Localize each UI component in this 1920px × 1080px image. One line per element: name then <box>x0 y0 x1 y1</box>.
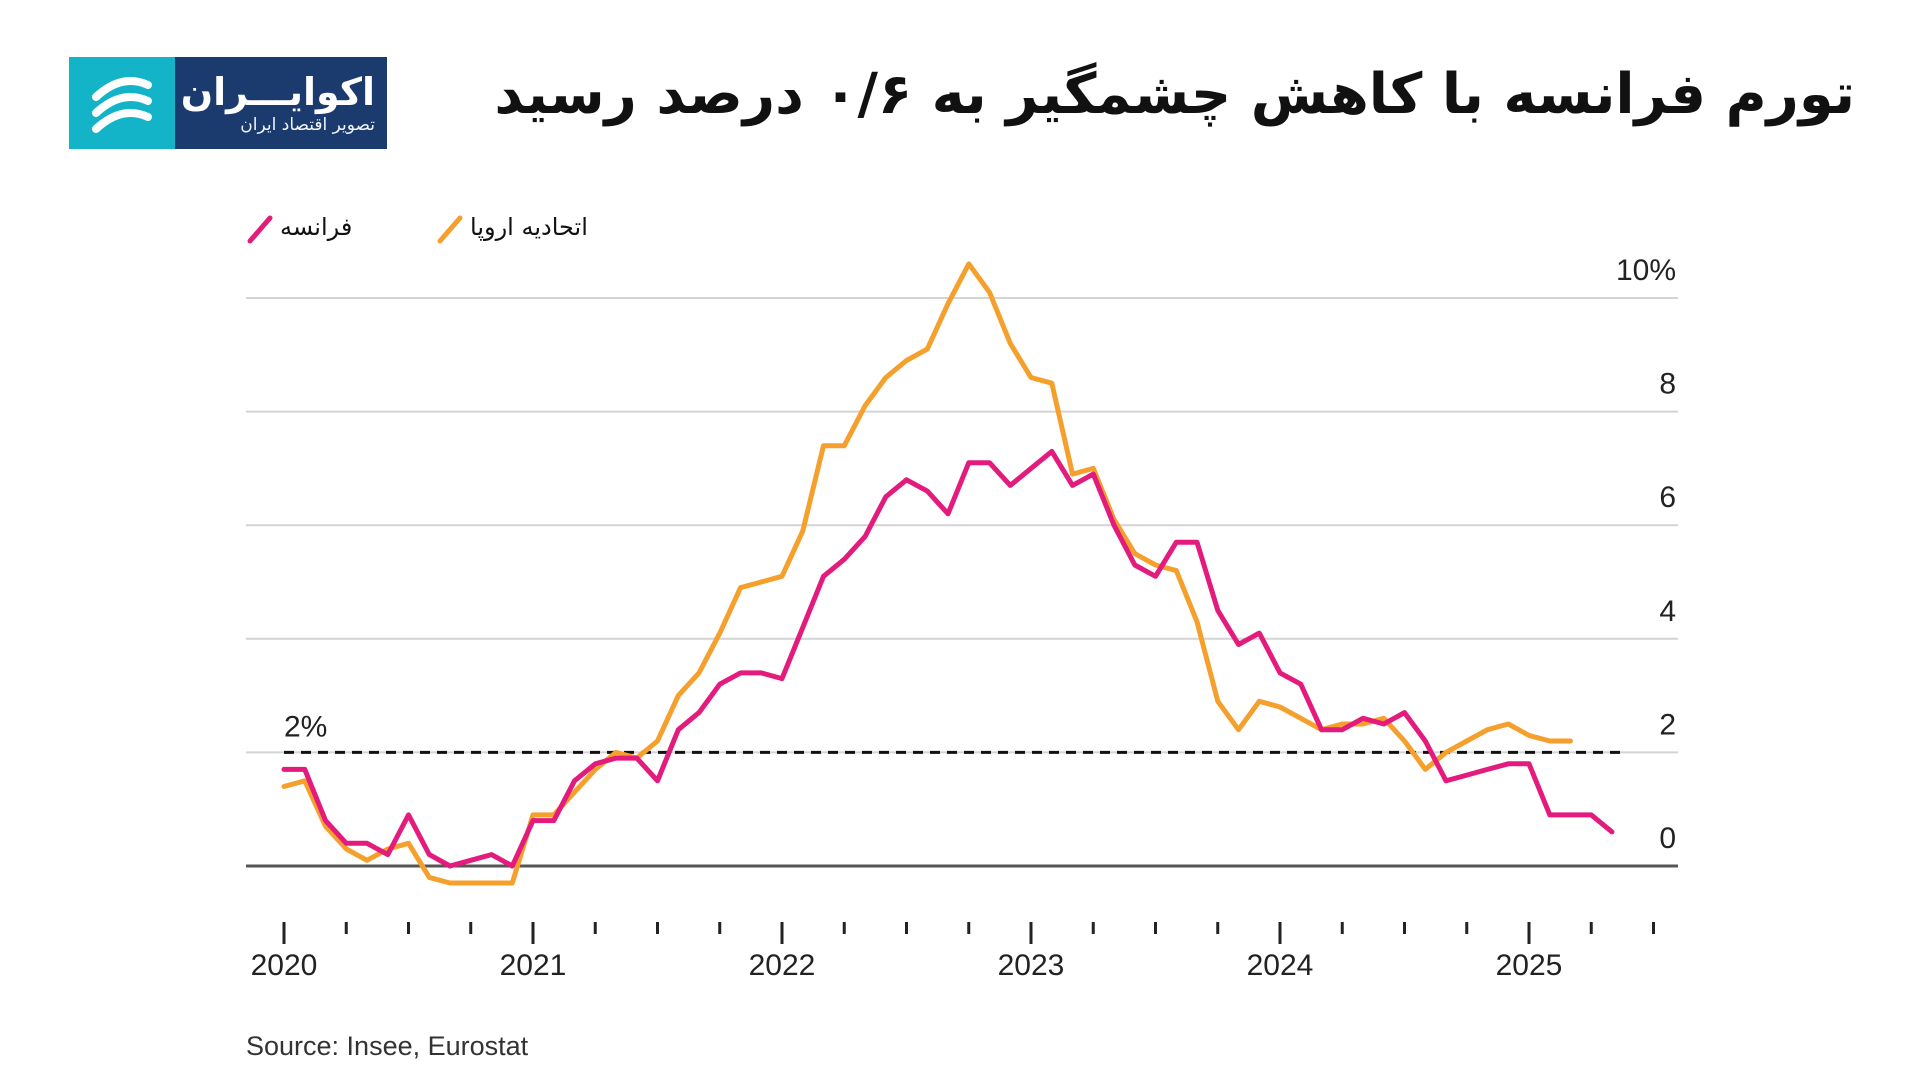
source-note: Source: Insee, Eurostat <box>246 1031 529 1061</box>
logo-tagline: تصویر اقتصاد ایران <box>240 115 375 135</box>
chart-series <box>281 261 1615 886</box>
legend-label-eu: اتحادیه اروپا <box>470 213 588 241</box>
series-line-france <box>281 448 1615 869</box>
logo-name: اکوایـــران <box>180 70 375 114</box>
x-axis: 2020 2021 2022 2023 2024 2025 <box>251 922 1655 982</box>
x-tick-label: 2021 <box>500 949 567 982</box>
page-title: تورم فرانسه با کاهش چشمگیر به ۰/۶ درصد ر… <box>494 62 1855 127</box>
x-tick-label: 2025 <box>1496 949 1563 982</box>
y-tick-label: 0 <box>1659 822 1676 855</box>
logo-text: اکوایـــران تصویر اقتصاد ایران <box>175 57 387 149</box>
logo: اکوایـــران تصویر اقتصاد ایران <box>69 57 387 149</box>
chart-gridlines <box>246 297 1678 868</box>
y-tick-label: 6 <box>1659 481 1676 514</box>
y-axis-ticks: 10% 8 6 4 2 0 <box>1616 254 1676 855</box>
y-tick-label: 2 <box>1659 708 1676 741</box>
logo-mark-icon <box>69 57 175 149</box>
reference-line-group: 2% <box>284 710 1622 754</box>
x-tick-label: 2022 <box>749 949 816 982</box>
legend-swatch-france <box>247 215 273 244</box>
series-line-eu <box>281 261 1573 886</box>
y-tick-label: 10% <box>1616 254 1676 287</box>
legend-label-france: فرانسه <box>280 213 352 241</box>
x-tick-label: 2023 <box>998 949 1065 982</box>
x-tick-label: 2020 <box>251 949 318 982</box>
chart-legend: فرانسه اتحادیه اروپا <box>247 213 588 244</box>
reference-line-label: 2% <box>284 710 327 743</box>
legend-swatch-eu <box>437 215 463 244</box>
y-tick-label: 8 <box>1659 368 1676 401</box>
x-tick-label: 2024 <box>1247 949 1314 982</box>
y-tick-label: 4 <box>1659 595 1676 628</box>
